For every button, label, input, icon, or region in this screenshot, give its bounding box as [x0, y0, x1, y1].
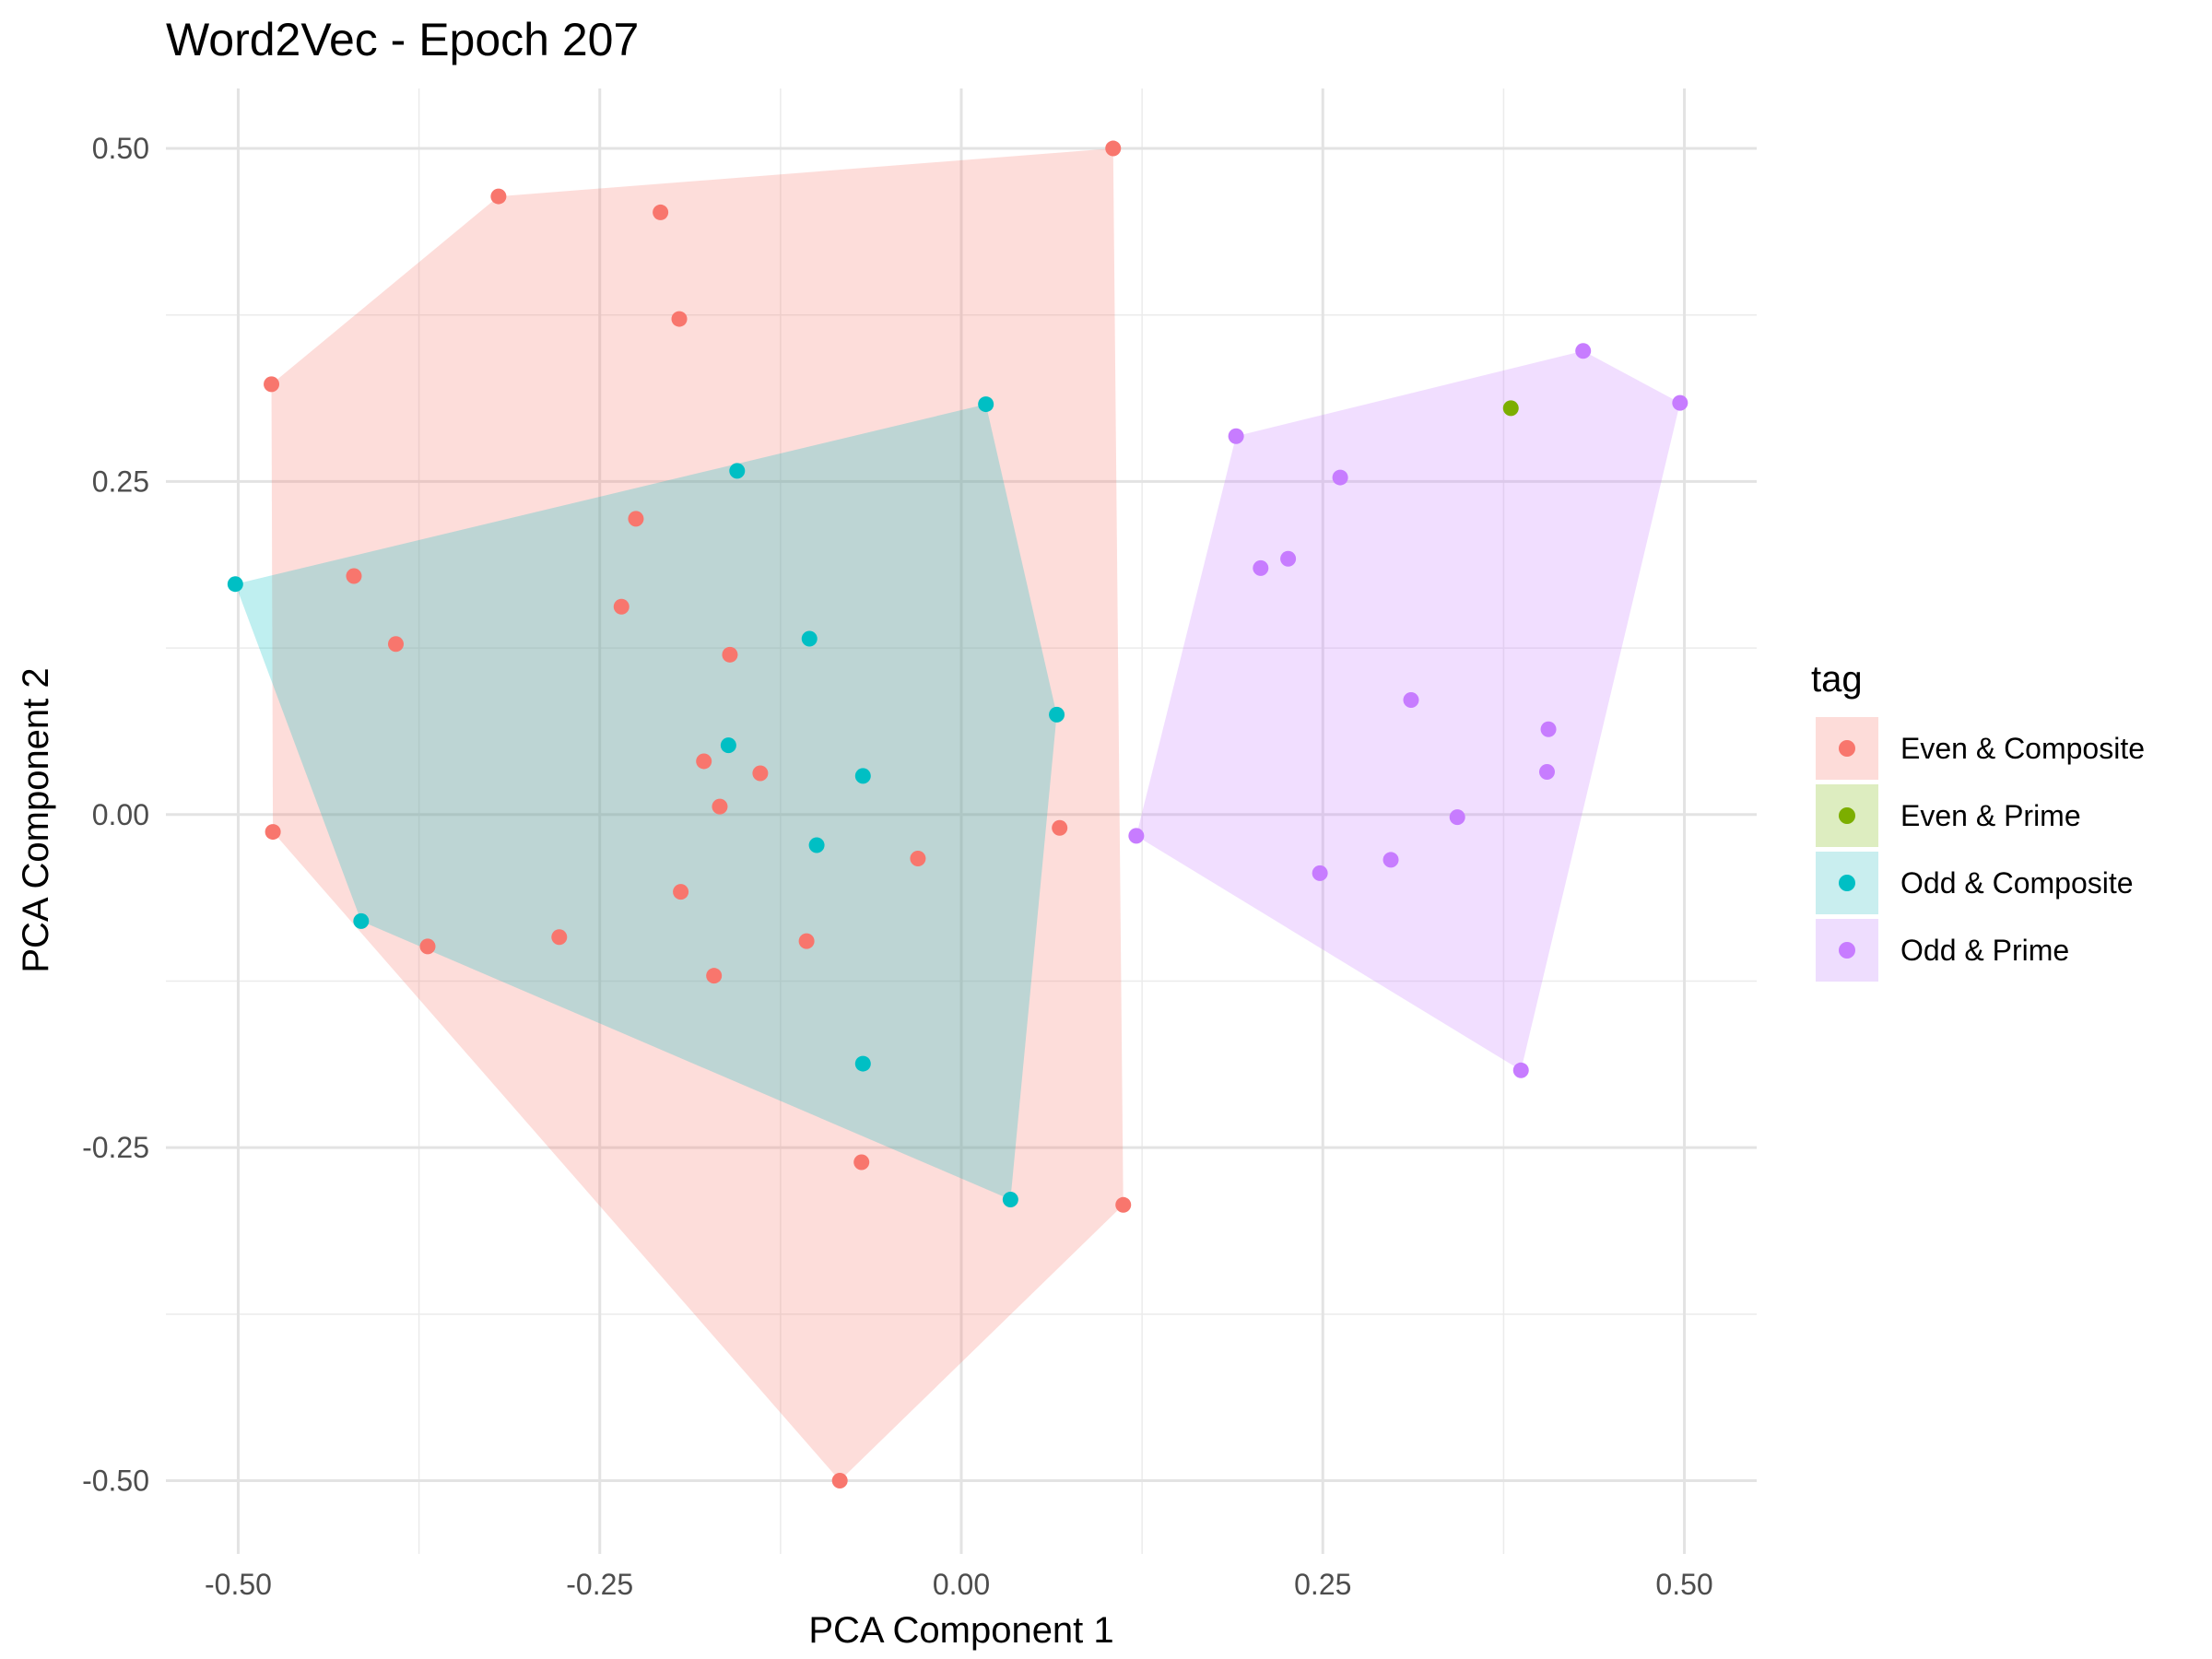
data-point	[671, 311, 688, 327]
legend-marker	[1839, 740, 1855, 757]
data-point	[1332, 469, 1348, 486]
data-point	[551, 929, 568, 946]
data-point	[854, 768, 871, 784]
data-point	[1049, 706, 1065, 723]
x-tick-label: -0.25	[566, 1568, 633, 1601]
legend-marker	[1839, 942, 1855, 959]
legend: tag Even & Composite Even & Prime Odd & Co…	[1811, 659, 2145, 982]
chart-title: Word2Vec - Epoch 207	[166, 14, 639, 65]
data-point	[227, 576, 243, 593]
data-point	[490, 188, 507, 205]
grid	[166, 88, 1757, 1554]
data-point	[653, 204, 669, 220]
data-point	[1403, 691, 1419, 708]
legend-marker	[1839, 875, 1855, 891]
x-tick-label: -0.50	[205, 1568, 272, 1601]
data-point	[628, 511, 644, 527]
y-tick-label: 0.50	[92, 132, 149, 165]
data-point	[1538, 764, 1555, 781]
data-point	[1002, 1192, 1018, 1208]
cluster-hull	[271, 148, 1124, 1481]
data-point	[854, 1055, 871, 1072]
cluster-hull	[1135, 350, 1680, 1071]
data-point	[853, 1154, 870, 1171]
data-point	[696, 753, 712, 770]
x-axis-ticks: -0.50 -0.25 0.00 0.25 0.50	[205, 1568, 1713, 1601]
x-axis-title: PCA Component 1	[808, 1610, 1113, 1651]
data-point	[1512, 1062, 1529, 1078]
data-point	[978, 396, 994, 413]
data-point	[808, 837, 825, 853]
data-point	[729, 463, 746, 479]
data-point	[910, 850, 926, 866]
legend-label: Even & Prime	[1900, 799, 2081, 832]
data-point	[1253, 559, 1269, 576]
cluster-hulls	[235, 148, 1680, 1481]
data-point	[1672, 394, 1688, 411]
data-point	[346, 568, 362, 584]
legend-marker	[1839, 807, 1855, 824]
y-axis-ticks: -0.50 -0.25 0.00 0.25 0.50	[82, 132, 149, 1497]
data-point	[1382, 852, 1399, 868]
data-point	[801, 630, 818, 647]
data-point	[1502, 400, 1519, 417]
data-point	[1105, 140, 1122, 157]
data-point	[387, 636, 404, 653]
x-tick-label: 0.25	[1294, 1568, 1351, 1601]
legend-label: Odd & Prime	[1900, 934, 2069, 967]
data-point	[1449, 809, 1465, 826]
data-point	[706, 968, 723, 984]
y-tick-label: -0.50	[82, 1465, 149, 1498]
data-point	[1540, 721, 1557, 737]
x-tick-label: 0.50	[1655, 1568, 1712, 1601]
data-point	[1115, 1196, 1132, 1213]
legend-label: Even & Composite	[1900, 732, 2145, 765]
y-tick-label: 0.25	[92, 465, 149, 498]
data-point	[1575, 343, 1592, 359]
data-point	[798, 933, 815, 949]
data-point	[353, 912, 370, 929]
data-point	[720, 737, 736, 754]
data-point	[613, 598, 629, 615]
data-point	[1280, 550, 1297, 567]
data-point	[673, 884, 689, 900]
data-point	[1128, 828, 1145, 844]
data-point	[1312, 865, 1328, 881]
x-tick-label: 0.00	[933, 1568, 990, 1601]
data-point	[752, 765, 769, 782]
data-point	[265, 824, 281, 841]
data-point	[1052, 819, 1068, 836]
data-point	[264, 376, 280, 393]
y-tick-label: 0.00	[92, 798, 149, 831]
data-point	[722, 646, 738, 663]
data-point	[831, 1473, 848, 1488]
data-point	[419, 938, 436, 955]
cluster-hull	[235, 404, 1057, 1200]
legend-label: Odd & Composite	[1900, 866, 2134, 900]
y-axis-title: PCA Component 2	[16, 667, 56, 972]
legend-title: tag	[1811, 659, 1863, 700]
data-points	[227, 140, 1688, 1488]
y-tick-label: -0.25	[82, 1131, 149, 1164]
data-point	[712, 798, 728, 815]
data-point	[1228, 428, 1244, 444]
